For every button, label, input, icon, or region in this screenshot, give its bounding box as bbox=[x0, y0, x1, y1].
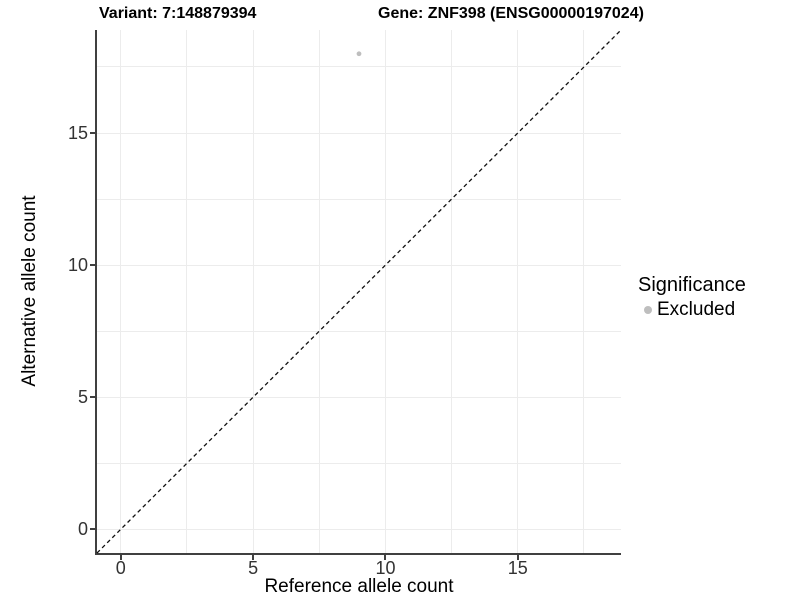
y-tick-label: 5 bbox=[77, 387, 88, 408]
x-tick-mark bbox=[252, 555, 255, 560]
h-gridline bbox=[97, 396, 621, 398]
v-gridline bbox=[186, 30, 188, 553]
plot-panel bbox=[96, 29, 622, 554]
v-gridline bbox=[252, 30, 254, 553]
v-gridline bbox=[318, 30, 320, 553]
h-gridline bbox=[97, 132, 621, 134]
plot-layer bbox=[96, 29, 622, 554]
h-gridline bbox=[97, 330, 621, 332]
legend-title: Significance bbox=[638, 274, 746, 296]
x-tick-mark bbox=[384, 555, 387, 560]
v-gridline bbox=[384, 30, 386, 553]
x-tick-label: 10 bbox=[375, 558, 396, 578]
data-point bbox=[356, 51, 362, 57]
x-axis-line bbox=[95, 553, 621, 555]
y-axis-line bbox=[95, 30, 97, 555]
x-tick-label: 15 bbox=[507, 558, 528, 578]
variant-title: Variant: 7:148879394 bbox=[99, 5, 257, 22]
x-axis-title: Reference allele count bbox=[264, 576, 454, 597]
y-tick-label: 0 bbox=[77, 519, 88, 540]
gene-title: Gene: ZNF398 (ENSG00000197024) bbox=[378, 5, 644, 22]
h-gridline bbox=[97, 264, 621, 266]
y-tick-label: 15 bbox=[67, 123, 88, 143]
y-tick-mark bbox=[90, 396, 95, 399]
legend-item-label: Excluded bbox=[657, 299, 736, 320]
v-gridline bbox=[583, 30, 585, 553]
v-gridline bbox=[120, 30, 122, 553]
legend-item: Excluded bbox=[638, 298, 746, 321]
y-tick-mark bbox=[90, 264, 95, 267]
y-tick-mark bbox=[90, 528, 95, 531]
h-gridline bbox=[97, 528, 621, 530]
x-tick-label: 5 bbox=[248, 558, 259, 578]
x-tick-label: 0 bbox=[115, 558, 126, 578]
h-gridline bbox=[97, 462, 621, 464]
legend-point-icon bbox=[644, 305, 652, 314]
v-gridline bbox=[451, 30, 453, 553]
x-tick-mark bbox=[516, 555, 519, 560]
identity-dashed-line bbox=[96, 29, 622, 554]
h-gridline bbox=[97, 198, 621, 200]
v-gridline bbox=[517, 30, 519, 553]
x-tick-mark bbox=[119, 555, 122, 560]
legend: Significance Excluded bbox=[638, 273, 746, 321]
legend-items: Excluded bbox=[638, 298, 746, 321]
y-axis-title: Alternative allele count bbox=[19, 195, 40, 387]
y-tick-label: 10 bbox=[67, 255, 88, 276]
y-tick-mark bbox=[90, 132, 95, 134]
h-gridline bbox=[97, 66, 621, 68]
